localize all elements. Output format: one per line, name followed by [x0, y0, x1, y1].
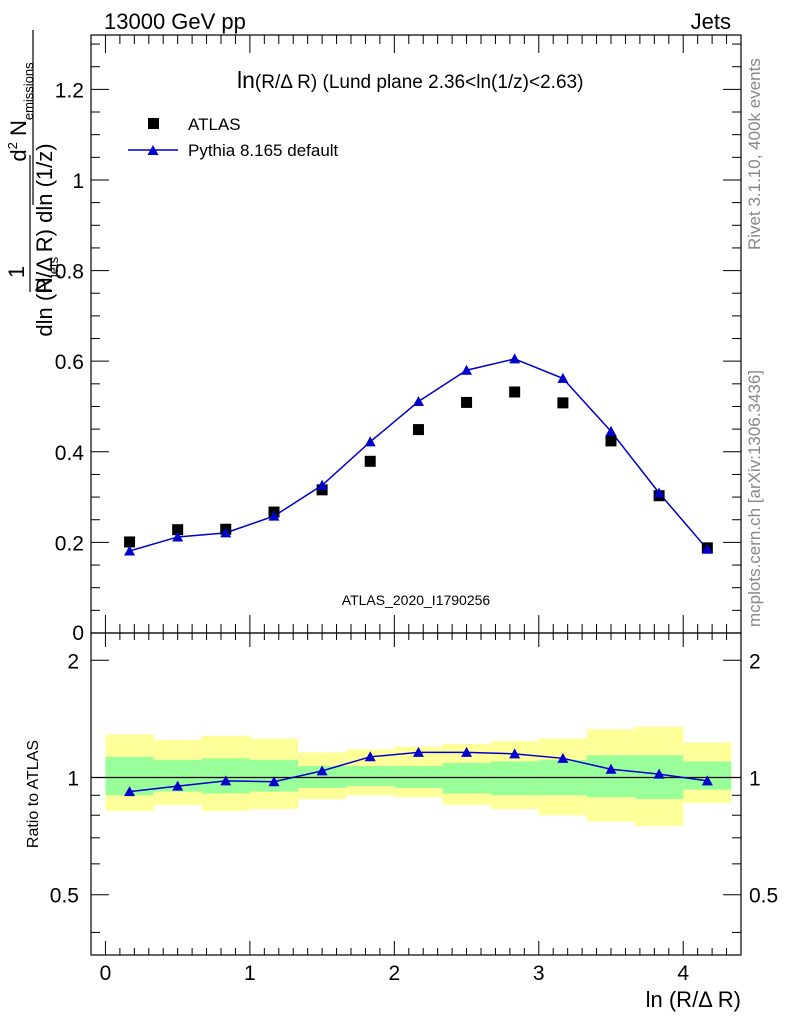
y-axis-main-denominator: dln (R/Δ R) dln (1/z)	[32, 143, 57, 336]
ratio-data-point	[701, 775, 713, 786]
ratio-data-point	[220, 775, 232, 786]
ratio-tick-label-left: 0.5	[50, 885, 79, 908]
band-inner	[586, 755, 636, 798]
ratio-data-point	[364, 751, 376, 762]
x-tick-label: 3	[533, 962, 545, 985]
pythia-data-point	[653, 487, 665, 498]
ratio-data-point	[509, 748, 521, 759]
pythia-data-point	[412, 396, 424, 407]
pythia-data-point	[172, 531, 184, 542]
atlas-data-point	[605, 435, 617, 447]
atlas-data-point	[412, 424, 424, 436]
atlas-data-point	[172, 524, 184, 536]
atlas-data-point	[461, 396, 473, 408]
ratio-series	[124, 746, 713, 797]
ratio-data-point	[316, 765, 328, 776]
ratio-data-point	[172, 780, 184, 791]
y-tick-label: 0.8	[55, 261, 84, 284]
atlas-data-point	[364, 455, 376, 467]
y-tick-label: 0.4	[55, 442, 85, 465]
pythia-data-point	[316, 479, 328, 490]
pythia-data-point	[220, 527, 232, 538]
ratio-tick-label-right: 2	[749, 650, 761, 673]
ratio-tick-label-right: 0.5	[749, 885, 778, 908]
y-tick-label: 0.6	[55, 351, 84, 374]
ratio-data-point	[461, 746, 473, 757]
x-tick-label: 0	[100, 962, 112, 985]
plot-title: ln(R/Δ R) (Lund plane 2.36<ln(1/z)<2.63)	[237, 67, 583, 93]
ratio-tick-label-left: 2	[67, 650, 79, 673]
ratio-data-point	[412, 746, 424, 757]
x-tick-label: 2	[388, 962, 400, 985]
pythia-line	[129, 358, 708, 552]
pythia-data-point	[701, 543, 713, 554]
pythia-data-point	[509, 353, 521, 364]
atlas-data-point	[509, 386, 521, 398]
ratio-data-point	[557, 752, 569, 763]
ratio-data-point	[124, 786, 136, 797]
ratio-uncertainty-bands	[105, 726, 732, 827]
x-tick-label: 1	[244, 962, 256, 985]
ratio-data-point	[605, 763, 617, 774]
band-inner	[442, 762, 491, 794]
y-tick-label: 1	[72, 170, 84, 193]
band-inner	[346, 766, 395, 787]
atlas-data-point	[557, 397, 569, 409]
band-inner	[490, 761, 539, 796]
x-tick-label: 4	[677, 962, 689, 985]
ratio-tick-label-left: 1	[67, 767, 79, 790]
legend-atlas-label: ATLAS	[188, 115, 241, 134]
ratio-tick-label-right: 1	[749, 767, 761, 790]
x-axis-label: ln (R/Δ R)	[646, 987, 741, 1012]
pythia-data-point	[461, 364, 473, 375]
pythia-data-point	[605, 425, 617, 436]
ratio-plot-frame	[90, 632, 742, 956]
legend-pythia-label: Pythia 8.165 default	[188, 141, 339, 160]
y-axis-frac-numerator: 1	[4, 266, 29, 278]
atlas-data-point	[316, 484, 328, 496]
y-tick-label: 0.2	[55, 532, 84, 555]
y-tick-label-zero: 0	[72, 622, 84, 645]
pythia-data-point	[364, 436, 376, 447]
mcplots-reference-label: mcplots.cern.ch [arXiv:1306.3436]	[745, 370, 764, 627]
legend-pythia-marker	[147, 145, 159, 155]
atlas-data-point	[124, 536, 136, 548]
y-axis-frac-denominator: Njets	[31, 256, 61, 293]
ratio-y-axis-label: Ratio to ATLAS	[25, 740, 42, 848]
y-tick-label: 1.2	[55, 79, 84, 102]
rivet-version-label: Rivet 3.1.10, 400k events	[745, 58, 764, 250]
category-label: Jets	[691, 9, 731, 34]
pythia-data-point	[124, 545, 136, 556]
ratio-data-point	[653, 768, 665, 779]
band-inner	[249, 759, 298, 792]
analysis-id-label: ATLAS_2020_I1790256	[342, 592, 491, 608]
main-series	[124, 353, 713, 556]
legend-atlas-marker	[148, 118, 159, 129]
tick-labels: 0.2 0.4 0.6 0.8 1 1.2 0 0.5 1 2 0.5 1 2 …	[50, 79, 778, 985]
pythia-data-point	[268, 510, 280, 521]
energy-label: 13000 GeV pp	[104, 9, 246, 34]
pythia-data-point	[557, 372, 569, 383]
y-axis-main-numerator: d2 Nemissions	[5, 62, 36, 162]
ratio-data-point	[268, 776, 280, 787]
